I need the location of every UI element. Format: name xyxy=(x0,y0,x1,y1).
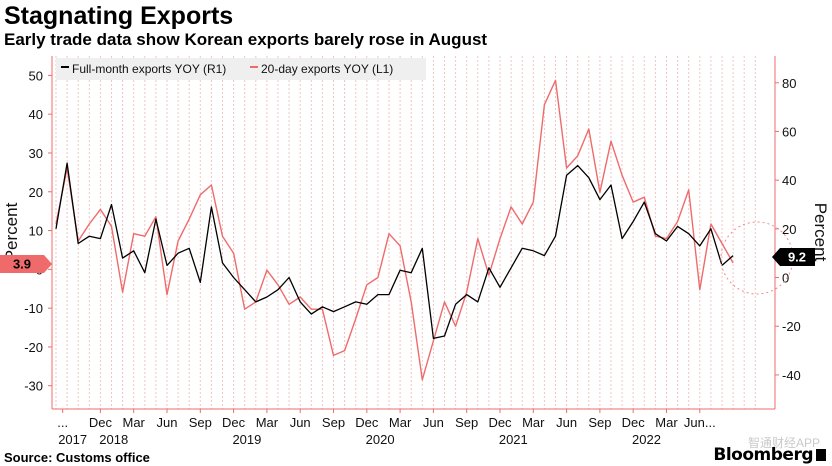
right-value-badge: 9.2 xyxy=(772,248,815,266)
legend: Full-month exports YOY (R1) 20-day expor… xyxy=(56,58,426,80)
x-tick-label: Mar xyxy=(389,415,412,430)
x-tick-label: Jun xyxy=(157,415,178,430)
axes xyxy=(51,56,776,410)
left-value-badge: 3.9 xyxy=(0,255,52,273)
x-year-label: 2017 xyxy=(58,432,87,447)
right-tick-label: 20 xyxy=(782,222,796,237)
right-axis-ticks: 80 60 40 20 0 -20 -40 xyxy=(775,76,801,383)
x-tick-label: Mar xyxy=(256,415,279,430)
x-tick-label: Dec xyxy=(355,415,379,430)
series-lines xyxy=(55,79,734,381)
x-year-label: 2018 xyxy=(99,432,128,447)
x-tick-label: Jun xyxy=(556,415,577,430)
x-tick-label: Jun xyxy=(290,415,311,430)
left-tick-label: 40 xyxy=(29,107,43,122)
brand-name: Bloomberg xyxy=(713,445,813,465)
right-axis-label: Percent xyxy=(811,203,830,262)
x-tick-label: Mar xyxy=(123,415,146,430)
left-tick-label: 20 xyxy=(29,185,43,200)
x-year-label: 2022 xyxy=(632,432,661,447)
x-tick-label: Mar xyxy=(655,415,678,430)
left-value-badge-text: 3.9 xyxy=(13,257,31,272)
x-year-label: 2019 xyxy=(232,432,261,447)
x-tick-label: Sep xyxy=(189,415,212,430)
right-tick-label: 40 xyxy=(782,173,796,188)
source-note: Source: Customs office xyxy=(4,450,150,465)
right-tick-label: 60 xyxy=(782,124,796,139)
x-tick-label: Sep xyxy=(455,415,478,430)
right-tick-label: -40 xyxy=(782,368,801,383)
left-axis-label: Percent xyxy=(2,202,21,261)
bloomberg-logo: Bloomberg xyxy=(713,445,826,465)
left-tick-label: -10 xyxy=(24,301,43,316)
grid-lines xyxy=(55,56,756,409)
x-tick-label: ... xyxy=(57,415,68,430)
legend-swatch-20-day xyxy=(250,66,258,68)
x-tick-label: Jun xyxy=(423,415,444,430)
x-tick-label: Mar xyxy=(522,415,545,430)
right-tick-label: 0 xyxy=(782,271,789,286)
watermark: 智通财经APP xyxy=(747,436,820,450)
bloomberg-square-icon xyxy=(816,449,826,461)
chart-title: Stagnating Exports xyxy=(4,2,234,30)
x-tick-label: Dec xyxy=(488,415,512,430)
series-line-full-month xyxy=(55,162,734,340)
legend-label-full-month: Full-month exports YOY (R1) xyxy=(72,62,226,76)
right-tick-label: -20 xyxy=(782,319,801,334)
left-tick-label: 10 xyxy=(29,224,43,239)
series-line-20-day xyxy=(55,79,734,381)
left-tick-label: -30 xyxy=(24,379,43,394)
x-tick-label: Sep xyxy=(588,415,611,430)
right-tick-label: 80 xyxy=(782,76,796,91)
x-tick-label: Dec xyxy=(222,415,246,430)
x-tick-label: Dec xyxy=(622,415,646,430)
x-tick-label: Jun... xyxy=(684,415,716,430)
legend-swatch-full-month xyxy=(61,66,69,68)
x-year-label: 2021 xyxy=(499,432,528,447)
x-tick-label: Sep xyxy=(322,415,345,430)
x-tick-label: Dec xyxy=(89,415,113,430)
left-tick-label: -20 xyxy=(24,340,43,355)
left-axis-ticks: 50403020100-10-20-30 xyxy=(24,68,52,394)
x-year-label: 2020 xyxy=(366,432,395,447)
right-value-badge-text: 9.2 xyxy=(788,250,806,265)
left-tick-label: 30 xyxy=(29,146,43,161)
chart-subtitle: Early trade data show Korean exports bar… xyxy=(4,30,488,49)
left-tick-label: 50 xyxy=(29,68,43,83)
legend-label-20-day: 20-day exports YOY (L1) xyxy=(261,62,393,76)
x-axis-ticks: ... Dec Mar Jun Sep Dec Mar Jun Sep Dec Mar Jun Sep D… xyxy=(57,409,716,447)
